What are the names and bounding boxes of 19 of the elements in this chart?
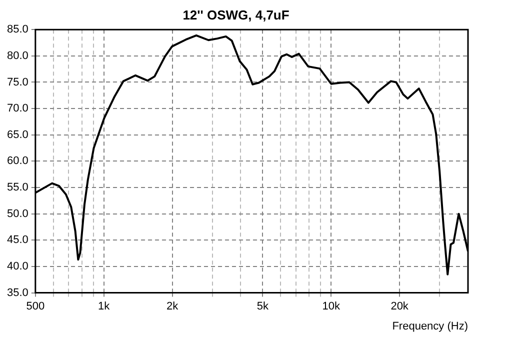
y-tick-label: 85.0 <box>6 24 28 36</box>
x-tick-label: 20k <box>390 300 409 312</box>
x-tick-label: 10k <box>322 300 341 312</box>
y-tick-label: 50.0 <box>6 208 28 220</box>
x-tick-label: 2k <box>166 300 179 312</box>
y-tick-label: 35.0 <box>6 286 28 299</box>
y-tick-label: 65.0 <box>6 128 28 141</box>
y-tick-label: 40.0 <box>6 260 28 273</box>
y-tick-label: 60.0 <box>6 155 28 168</box>
y-tick-label: 70.0 <box>6 102 28 115</box>
y-tick-label: 45.0 <box>6 234 28 246</box>
y-tick-label: 75.0 <box>6 76 28 88</box>
x-tick-label: 1k <box>98 300 110 312</box>
y-tick-label: 55.0 <box>6 182 28 194</box>
x-axis-title: Frequency (Hz) <box>392 320 468 332</box>
x-tick-label: 5k <box>256 300 270 312</box>
y-tick-label: 80.0 <box>6 50 28 62</box>
chart-title: 12'' OSWG, 4,7uF <box>182 7 290 22</box>
x-tick-label: 500 <box>26 300 45 312</box>
